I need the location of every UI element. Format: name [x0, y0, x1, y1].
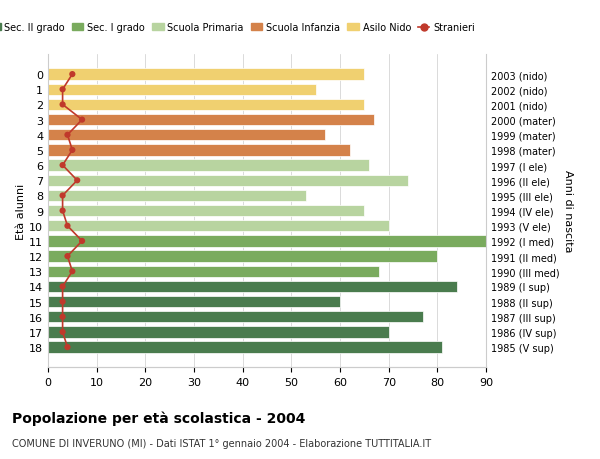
- Bar: [48, 236, 486, 247]
- Point: [68, 268, 77, 275]
- Bar: [48, 266, 379, 277]
- Bar: [48, 160, 369, 171]
- Point: [58, 298, 67, 306]
- Bar: [48, 69, 364, 81]
- Text: Popolazione per età scolastica - 2004: Popolazione per età scolastica - 2004: [12, 411, 305, 425]
- Y-axis label: Età alunni: Età alunni: [16, 183, 26, 239]
- Text: COMUNE DI INVERUNO (MI) - Dati ISTAT 1° gennaio 2004 - Elaborazione TUTTITALIA.I: COMUNE DI INVERUNO (MI) - Dati ISTAT 1° …: [12, 438, 431, 448]
- Point: [58, 329, 67, 336]
- Point: [58, 283, 67, 291]
- Point: [58, 162, 67, 169]
- Bar: [48, 130, 325, 141]
- Point: [58, 86, 67, 94]
- Point: [77, 238, 87, 245]
- Bar: [48, 145, 350, 156]
- Legend: Sec. II grado, Sec. I grado, Scuola Primaria, Scuola Infanzia, Asilo Nido, Stran: Sec. II grado, Sec. I grado, Scuola Prim…: [0, 19, 479, 37]
- Point: [77, 117, 87, 124]
- Point: [62, 253, 72, 260]
- Point: [62, 344, 72, 351]
- Point: [62, 132, 72, 139]
- Bar: [48, 100, 364, 111]
- Point: [68, 71, 77, 78]
- Bar: [48, 84, 316, 96]
- Bar: [48, 341, 442, 353]
- Point: [73, 177, 82, 185]
- Y-axis label: Anni di nascita: Anni di nascita: [563, 170, 574, 252]
- Bar: [48, 175, 408, 186]
- Bar: [48, 311, 423, 323]
- Bar: [48, 281, 457, 292]
- Point: [62, 223, 72, 230]
- Bar: [48, 115, 374, 126]
- Bar: [48, 326, 389, 338]
- Point: [58, 207, 67, 215]
- Bar: [48, 221, 389, 232]
- Bar: [48, 296, 340, 308]
- Bar: [48, 190, 306, 202]
- Point: [58, 101, 67, 109]
- Point: [58, 313, 67, 321]
- Point: [58, 192, 67, 200]
- Bar: [48, 206, 364, 217]
- Bar: [48, 251, 437, 262]
- Point: [68, 147, 77, 154]
